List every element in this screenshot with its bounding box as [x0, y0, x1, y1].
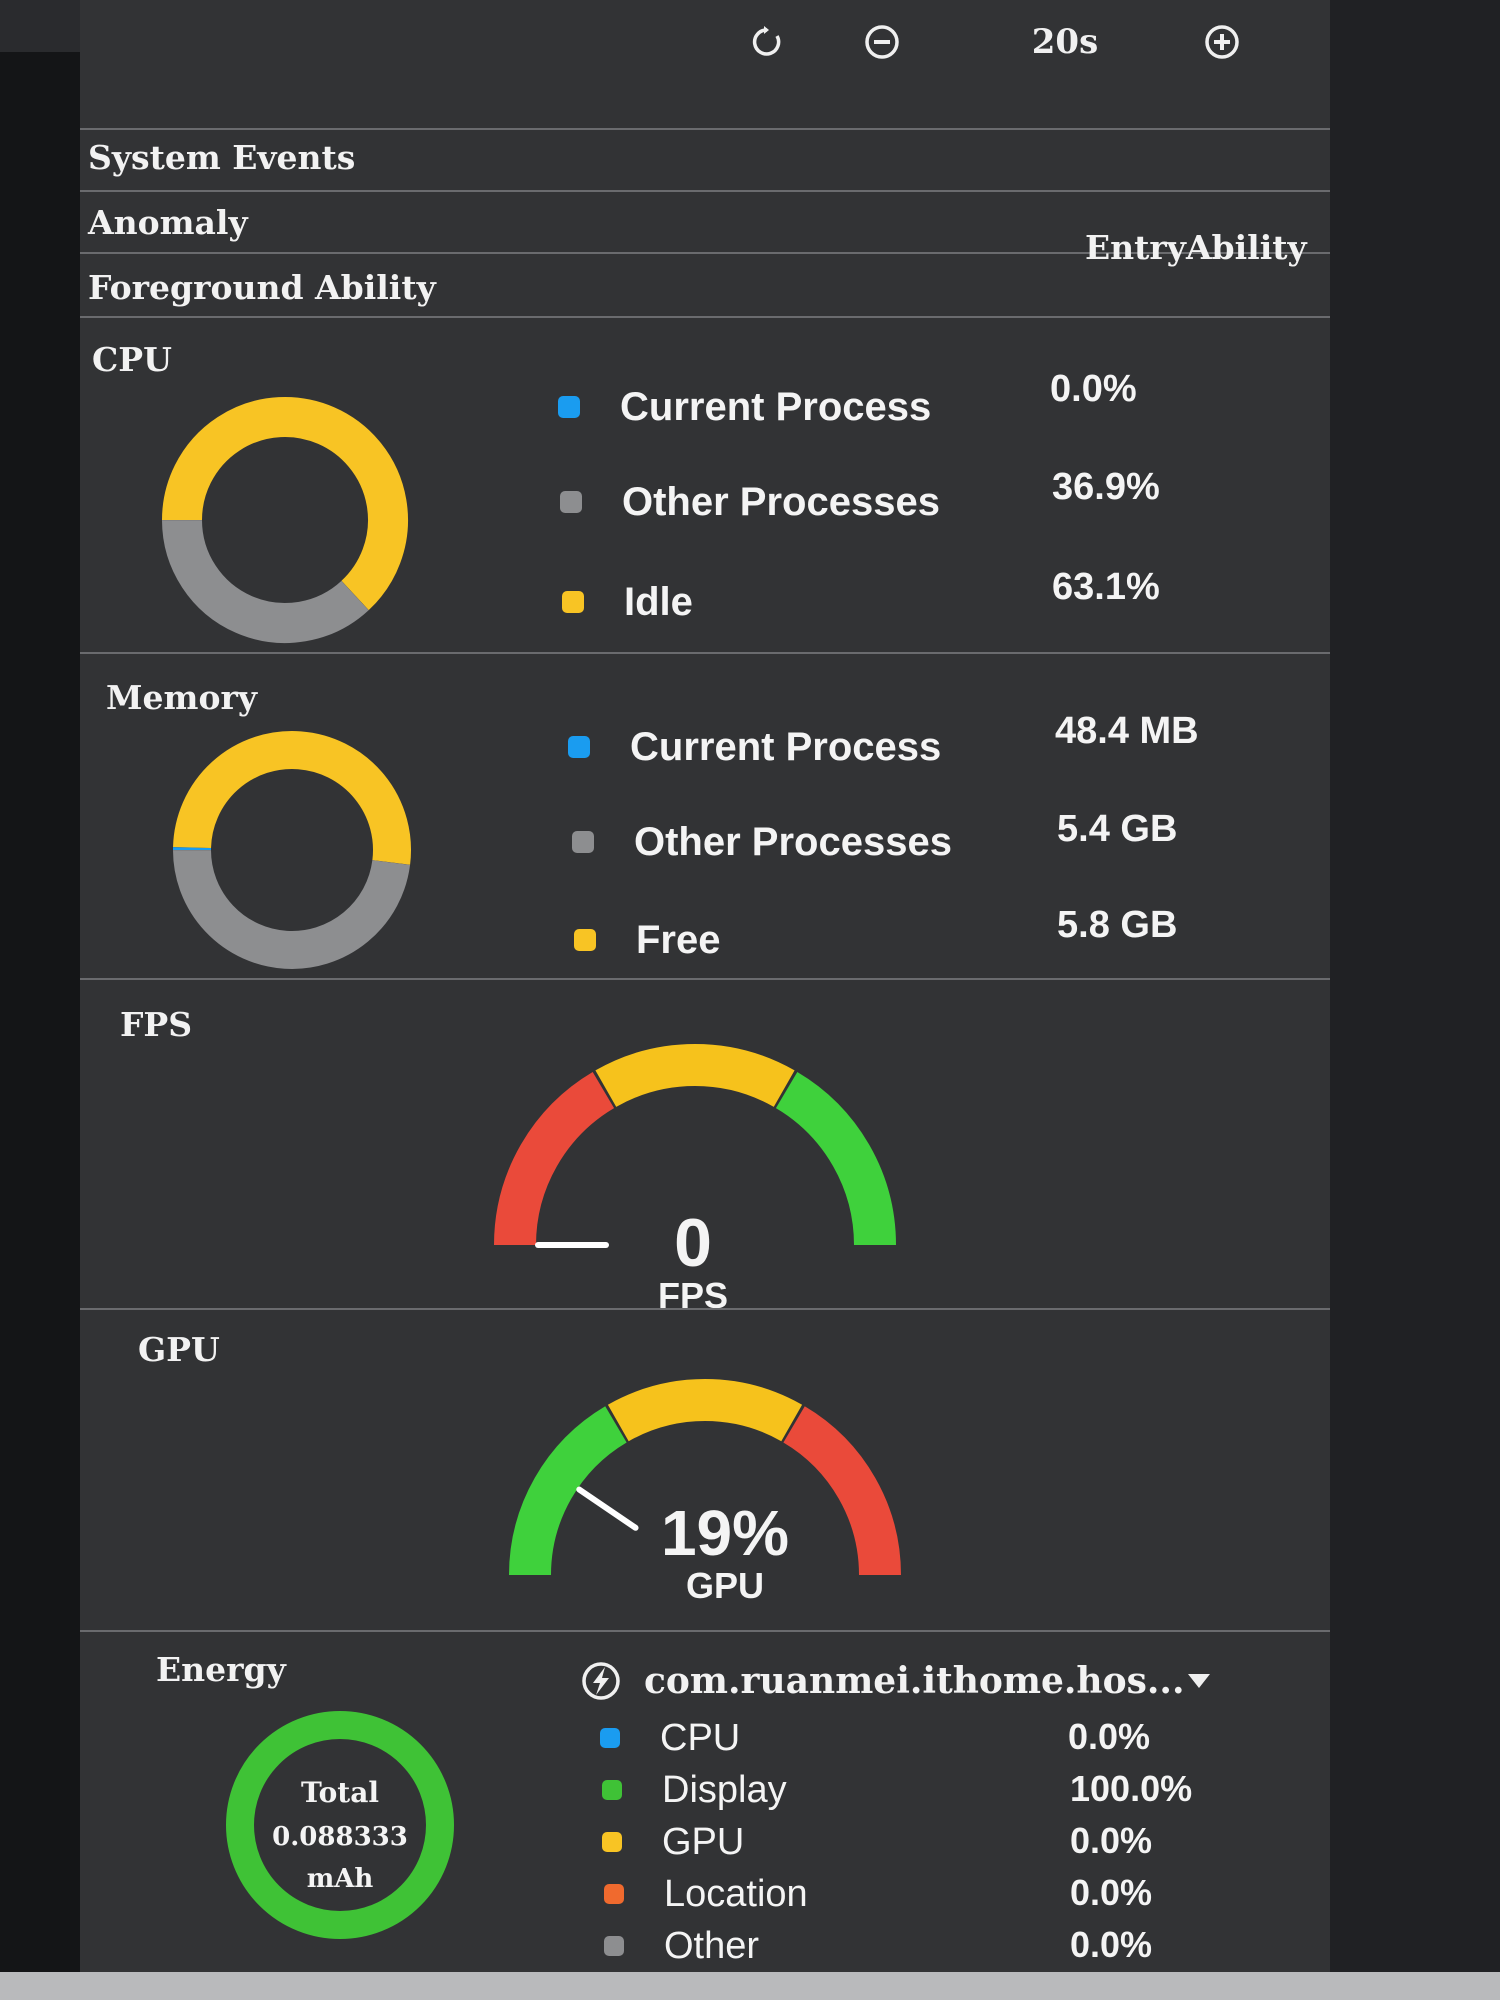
foreground-ability-label: Foreground Ability: [88, 268, 436, 307]
cpu-title: CPU: [92, 340, 172, 379]
profiler-panel: 20s System Events Anomaly Foreground Abi…: [80, 0, 1330, 1972]
divider: [80, 252, 1330, 254]
energy-gpu-label: GPU: [662, 1820, 745, 1863]
zoom-in-icon[interactable]: [1200, 22, 1244, 62]
package-name: com.ruanmei.ithome.hos...: [644, 1660, 1185, 1702]
yellow-swatch-icon: [602, 1832, 622, 1852]
gpu-high-segment: [782, 1406, 901, 1576]
gpu-mid-segment: [607, 1379, 803, 1442]
cpu-other-slice: [162, 519, 369, 643]
divider: [80, 652, 1330, 654]
zoom-out-icon[interactable]: [860, 22, 904, 62]
memory-other-label: Other Processes: [634, 819, 952, 864]
gpu-gauge: 19% GPU: [509, 1379, 901, 1606]
gpu-value: 19%: [661, 1497, 789, 1569]
foreground-ability-value: EntryAbility: [1085, 228, 1307, 267]
divider: [80, 978, 1330, 980]
cpu-other-label: Other Processes: [622, 479, 940, 524]
memory-other-value: 5.4 GB: [1057, 808, 1178, 850]
memory-legend-free: Free: [574, 918, 721, 962]
memory-other-slice: [173, 849, 411, 969]
gpu-low-segment: [509, 1406, 628, 1576]
gray-swatch-icon: [560, 491, 582, 513]
energy-title: Energy: [156, 1650, 286, 1689]
gray-swatch-icon: [604, 1936, 624, 1956]
fps-high-segment: [775, 1071, 896, 1246]
green-swatch-icon: [602, 1780, 622, 1800]
memory-free-value: 5.8 GB: [1057, 904, 1178, 946]
cpu-other-value: 36.9%: [1052, 466, 1160, 508]
yellow-swatch-icon: [574, 929, 596, 951]
energy-location-label: Location: [664, 1872, 808, 1915]
divider: [80, 316, 1330, 318]
blue-swatch-icon: [600, 1728, 620, 1748]
energy-other-value: 0.0%: [1070, 1924, 1153, 1965]
gpu-unit: GPU: [686, 1565, 764, 1606]
cpu-legend-current: Current Process: [558, 385, 931, 429]
blue-swatch-icon: [568, 736, 590, 758]
cpu-idle-slice: [162, 397, 408, 611]
energy-other-label: Other: [664, 1924, 760, 1967]
memory-free-label: Free: [636, 917, 721, 962]
fps-low-segment: [494, 1071, 615, 1246]
divider: [80, 190, 1330, 192]
memory-current-value: 48.4 MB: [1055, 710, 1199, 752]
refresh-icon[interactable]: [745, 22, 789, 62]
energy-legend-other: Other: [604, 1924, 760, 1967]
zoom-value: 20s: [1031, 22, 1099, 62]
energy-display-value: 100.0%: [1070, 1768, 1193, 1809]
energy-total-value: 0.088333: [272, 1822, 408, 1852]
fps-mid-segment: [595, 1044, 795, 1108]
right-bezel: [1330, 0, 1500, 2000]
toolbar: 20s: [80, 0, 1330, 95]
package-selector[interactable]: com.ruanmei.ithome.hos...: [580, 1660, 1212, 1702]
orange-swatch-icon: [604, 1884, 624, 1904]
gpu-needle: [576, 1486, 639, 1531]
cpu-legend-other: Other Processes: [560, 480, 940, 524]
divider: [80, 128, 1330, 130]
energy-cpu-label: CPU: [660, 1716, 741, 1759]
energy-location-value: 0.0%: [1070, 1872, 1153, 1913]
divider: [80, 1308, 1330, 1310]
fps-gauge: 0 FPS: [494, 1044, 896, 1310]
cpu-legend-idle: Idle: [562, 580, 693, 624]
memory-legend-current: Current Process: [568, 725, 941, 769]
fps-value: 0: [674, 1205, 712, 1281]
gray-swatch-icon: [572, 831, 594, 853]
memory-legend-other: Other Processes: [572, 820, 952, 864]
system-events-row[interactable]: System Events: [88, 138, 356, 177]
cpu-idle-label: Idle: [624, 579, 693, 624]
blue-swatch-icon: [558, 396, 580, 418]
screen-bottom-strip: [0, 1972, 1500, 2000]
energy-total-label: Total: [301, 1776, 379, 1809]
fps-unit: FPS: [658, 1275, 728, 1310]
energy-ring-arc: [226, 1711, 454, 1939]
memory-current-label: Current Process: [630, 724, 942, 769]
memory-donut: [173, 731, 411, 969]
memory-free-slice: [173, 731, 411, 865]
energy-gpu-value: 0.0%: [1070, 1820, 1153, 1861]
cpu-idle-value: 63.1%: [1052, 566, 1160, 608]
anomaly-row[interactable]: Anomaly: [88, 203, 248, 242]
energy-legend-display: Display: [602, 1768, 787, 1811]
energy-ring: Total 0.088333 mAh: [226, 1711, 454, 1939]
divider: [80, 1630, 1330, 1632]
cpu-current-value: 0.0%: [1050, 368, 1137, 410]
fps-title: FPS: [120, 1005, 193, 1044]
energy-legend-cpu: CPU: [600, 1716, 741, 1759]
cpu-current-label: Current Process: [620, 384, 932, 429]
energy-display-label: Display: [662, 1768, 787, 1811]
energy-cpu-value: 0.0%: [1068, 1716, 1151, 1757]
lightning-icon: [582, 1662, 620, 1700]
left-bezel: [0, 52, 80, 2000]
triangle-down-icon: [1188, 1674, 1211, 1688]
gpu-title: GPU: [138, 1330, 220, 1369]
yellow-swatch-icon: [562, 591, 584, 613]
memory-title: Memory: [106, 678, 258, 717]
energy-total-unit: mAh: [307, 1864, 374, 1894]
energy-legend-gpu: GPU: [602, 1820, 745, 1863]
cpu-donut: [162, 397, 408, 643]
energy-legend-location: Location: [604, 1872, 808, 1915]
